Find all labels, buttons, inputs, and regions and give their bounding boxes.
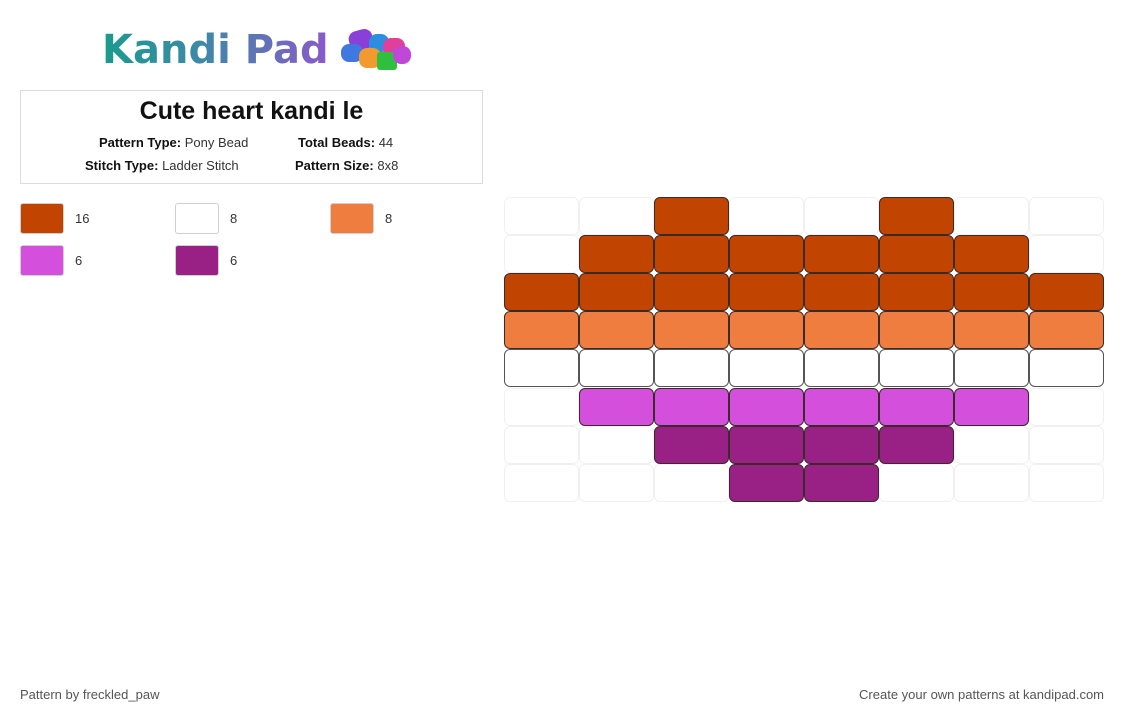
color-swatch [20, 203, 64, 234]
pattern-size-value: 8x8 [377, 158, 399, 173]
bead-pink [729, 387, 804, 426]
empty-cell [504, 235, 579, 274]
empty-cell [579, 425, 654, 464]
legend-item: 16 [20, 203, 89, 234]
color-swatch [330, 203, 374, 234]
bead-count: 6 [230, 253, 238, 268]
bead-pink [804, 387, 879, 426]
empty-cell [579, 197, 654, 235]
bead-purple [804, 425, 879, 464]
stitch-type-label: Stitch Type: [85, 158, 159, 173]
bead-orange [879, 311, 954, 350]
bead-pink [954, 387, 1029, 426]
pattern-size: Pattern Size: 8x8 [295, 158, 398, 173]
bead-rust [654, 197, 729, 235]
bead-pink [579, 387, 654, 426]
total-beads: Total Beads: 44 [298, 135, 393, 150]
legend-item: 8 [330, 203, 392, 234]
bead-rust [579, 273, 654, 312]
bead-purple [804, 463, 879, 502]
bead-white [504, 349, 579, 388]
bead-pink [654, 387, 729, 426]
bead-rust [654, 235, 729, 274]
empty-cell [804, 197, 879, 235]
bead-orange [729, 311, 804, 350]
empty-cell [504, 425, 579, 464]
color-swatch [175, 203, 219, 234]
bead-rust [729, 235, 804, 274]
bead-count: 16 [75, 211, 90, 226]
empty-cell [654, 463, 729, 502]
empty-cell [1029, 235, 1104, 274]
bead-count: 6 [75, 253, 83, 268]
empty-cell [1029, 425, 1104, 464]
stitch-type-value: Ladder Stitch [162, 158, 239, 173]
bead-pile-icon [339, 26, 415, 74]
bead-orange [654, 311, 729, 350]
bead-white [804, 349, 879, 388]
bead-count: 8 [385, 211, 393, 226]
color-swatch [175, 245, 219, 276]
bead-rust [579, 235, 654, 274]
empty-cell [954, 463, 1029, 502]
empty-cell [954, 197, 1029, 235]
bead-purple [654, 425, 729, 464]
bead-orange [804, 311, 879, 350]
color-swatch [20, 245, 64, 276]
bead-white [954, 349, 1029, 388]
bead-purple [729, 425, 804, 464]
bead-rust [504, 273, 579, 312]
empty-cell [954, 425, 1029, 464]
bead-pattern-grid [504, 197, 1104, 502]
total-beads-value: 44 [378, 135, 394, 150]
empty-cell [504, 463, 579, 502]
bead-rust [804, 235, 879, 274]
legend-item: 6 [175, 245, 237, 276]
empty-cell [1029, 197, 1104, 235]
bead-white [654, 349, 729, 388]
empty-cell [729, 197, 804, 235]
total-beads-label: Total Beads: [298, 135, 376, 150]
bead-orange [579, 311, 654, 350]
empty-cell [579, 463, 654, 502]
empty-cell [1029, 463, 1104, 502]
bead-rust [879, 235, 954, 274]
bead-rust [879, 273, 954, 312]
pattern-type-value: Pony Bead [184, 135, 249, 150]
bead-purple [879, 425, 954, 464]
bead-orange [1029, 311, 1104, 350]
legend-item: 6 [20, 245, 82, 276]
pattern-type: Pattern Type: Pony Bead [99, 135, 248, 150]
empty-cell [1029, 387, 1104, 426]
bead-white [729, 349, 804, 388]
pattern-title: Cute heart kandi le [139, 97, 364, 125]
kandipad-logo[interactable]: Kandi Pad [102, 26, 415, 74]
pattern-author: Pattern by freckled_paw [20, 687, 160, 702]
bead-orange [504, 311, 579, 350]
bead-pink [879, 387, 954, 426]
bead-orange [954, 311, 1029, 350]
empty-cell [504, 197, 579, 235]
bead-rust [954, 235, 1029, 274]
logo-text: Kandi Pad [102, 27, 329, 73]
bead-count: 8 [230, 211, 238, 226]
bead-white [579, 349, 654, 388]
empty-cell [879, 463, 954, 502]
bead-rust [654, 273, 729, 312]
bead-rust [804, 273, 879, 312]
bead-rust [729, 273, 804, 312]
kandipad-link[interactable]: Create your own patterns at kandipad.com [859, 687, 1104, 702]
bead-rust [879, 197, 954, 235]
bead-white [1029, 349, 1104, 388]
pattern-info-card: Cute heart kandi le Pattern Type: Pony B… [20, 90, 483, 184]
pattern-type-label: Pattern Type: [99, 135, 182, 150]
bead-purple [729, 463, 804, 502]
stitch-type: Stitch Type: Ladder Stitch [85, 158, 239, 173]
empty-cell [504, 387, 579, 426]
bead-rust [954, 273, 1029, 312]
bead-rust [1029, 273, 1104, 312]
legend-item: 8 [175, 203, 237, 234]
bead-white [879, 349, 954, 388]
pattern-size-label: Pattern Size: [295, 158, 374, 173]
